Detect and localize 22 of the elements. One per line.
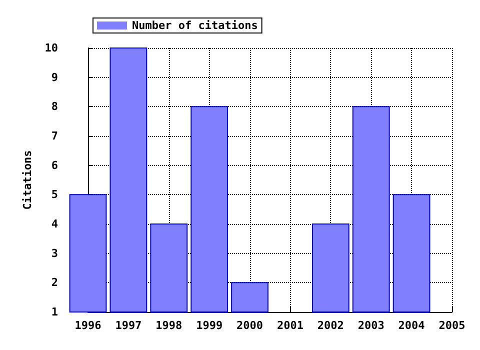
y-tick-label: 3: [51, 246, 58, 260]
x-tick-label: 2002: [317, 319, 344, 332]
y-tick-label: 4: [51, 218, 58, 230]
x-tick-label: 2003: [358, 319, 384, 332]
y-tick-label: 2: [51, 276, 58, 290]
x-tick-label: 1997: [115, 319, 142, 332]
x-tick-label: 2004: [398, 319, 426, 332]
y-tick-label: 1: [51, 306, 58, 318]
y-tick-label: 5: [51, 188, 58, 202]
y-tick-label: 8: [51, 100, 58, 114]
y-tick-label: 10: [44, 42, 58, 54]
y-tick-label: 7: [51, 130, 58, 142]
x-tick-label: 1999: [196, 319, 223, 332]
legend-label: Number of citations: [132, 19, 258, 32]
x-tick-label: 1998: [156, 319, 182, 332]
y-tick-label: 9: [51, 70, 58, 84]
y-tick-label: 6: [51, 158, 58, 172]
x-tick-label: 2000: [236, 319, 264, 332]
y-axis-title: Citations: [21, 150, 34, 210]
x-tick-label: 1996: [74, 319, 102, 332]
x-tick-label: 2005: [438, 319, 466, 332]
x-tick-label: 2001: [276, 319, 304, 332]
